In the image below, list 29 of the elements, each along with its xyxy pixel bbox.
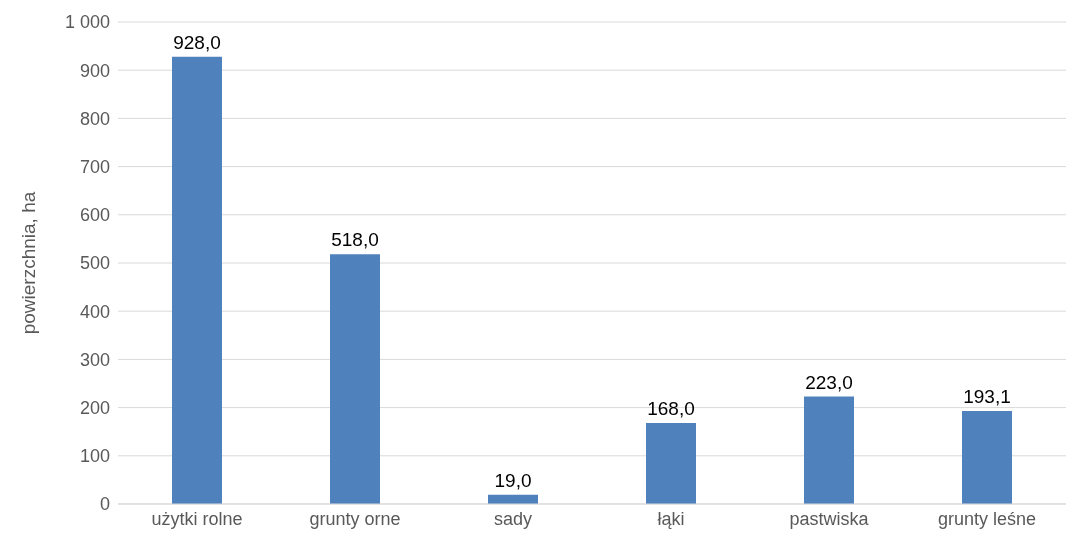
y-tick-label: 1 000 (64, 12, 110, 33)
x-tick-label: użytki rolne (151, 508, 243, 529)
y-tick-label: 500 (79, 253, 110, 274)
data-label: 19,0 (494, 469, 532, 491)
bar (962, 410, 1012, 504)
bar (804, 396, 854, 504)
y-tick-label: 400 (79, 301, 110, 322)
y-axis-title: powierzchnia, ha (17, 191, 39, 335)
data-label: 168,0 (647, 398, 695, 420)
data-label: 928,0 (173, 31, 221, 53)
y-tick-label: 600 (79, 205, 110, 226)
x-tick-label: sady (493, 508, 533, 529)
bar (330, 254, 380, 504)
y-tick-label: 800 (79, 108, 110, 129)
y-tick-label: 100 (79, 446, 110, 467)
y-tick-label: 0 (99, 494, 110, 515)
y-tick-label: 900 (79, 60, 110, 81)
x-tick-label: grunty leśne (937, 508, 1037, 529)
y-tick-label: 700 (79, 156, 110, 177)
x-tick-label: łąki (657, 508, 685, 529)
data-label: 193,1 (963, 385, 1011, 407)
y-tick-label: 200 (79, 397, 110, 418)
data-label: 223,0 (805, 371, 853, 393)
bar (172, 56, 222, 504)
x-tick-label: pastwiska (789, 508, 870, 529)
x-tick-label: grunty orne (309, 508, 401, 529)
data-label: 518,0 (331, 229, 379, 251)
y-tick-label: 300 (79, 349, 110, 370)
bar (646, 423, 696, 504)
